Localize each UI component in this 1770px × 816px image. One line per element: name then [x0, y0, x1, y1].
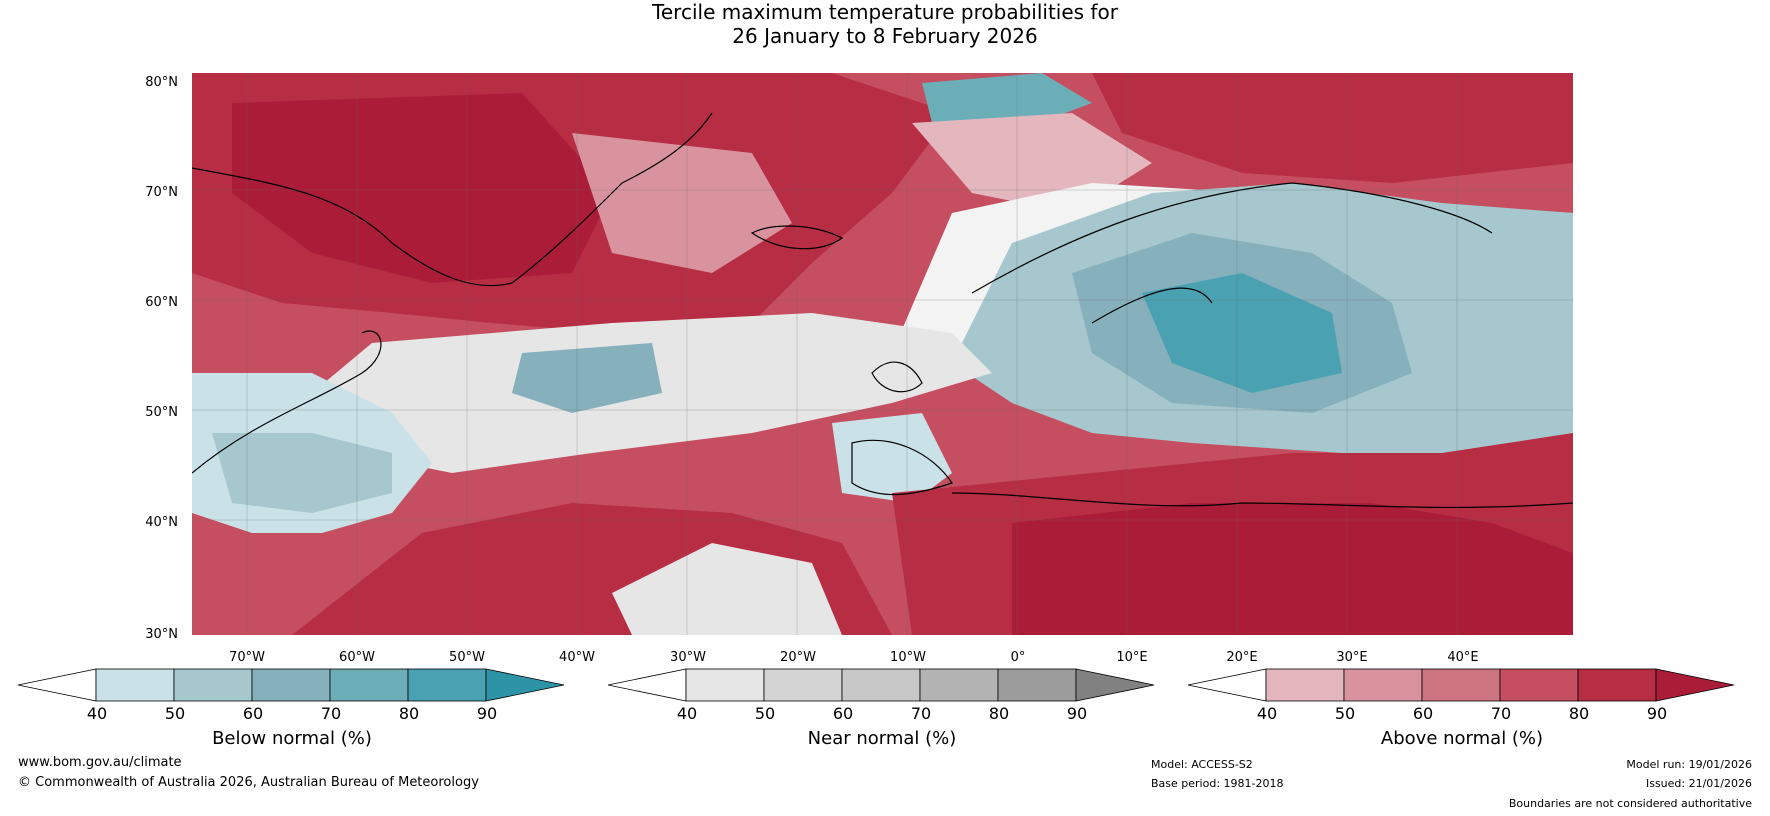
colorbar-below-swatches	[17, 668, 565, 702]
region-canada-core	[212, 433, 392, 513]
near-segment-0	[685, 668, 765, 702]
below-segment-2	[251, 668, 331, 702]
footer-website: www.bom.gov.au/climate	[18, 755, 182, 770]
above-tick-60: 60	[1412, 704, 1434, 723]
colorbar-near-label: Near normal (%)	[807, 728, 957, 749]
above-segment-4	[1577, 668, 1657, 702]
colorbar-above-swatches	[1187, 668, 1735, 702]
above-segment-2	[1421, 668, 1501, 702]
probability-map	[192, 73, 1573, 635]
colorbar-near-swatches	[607, 668, 1155, 702]
region-near-patch-south	[612, 543, 842, 635]
lat-label-70n: 70°N	[145, 185, 178, 200]
title-line-2: 26 January to 8 February 2026	[732, 24, 1038, 48]
lon-label-40w: 40°W	[559, 650, 595, 665]
near-segment-2	[841, 668, 921, 702]
canada-coast	[192, 330, 382, 474]
above-extend-high	[1655, 668, 1735, 702]
above-tick-50: 50	[1334, 704, 1356, 723]
lat-label-50n: 50°N	[145, 405, 178, 420]
colorbar-above	[1187, 668, 1736, 702]
region-barents	[1092, 73, 1573, 183]
below-tick-80: 80	[398, 704, 420, 723]
near-segment-4	[997, 668, 1077, 702]
region-iberia-below	[832, 413, 952, 503]
above-tick-80: 80	[1568, 704, 1590, 723]
region-atlantic-cold-patch	[512, 343, 662, 413]
below-tick-50: 50	[164, 704, 186, 723]
region-poland-core	[1142, 273, 1342, 393]
colorbar-below-label: Below normal (%)	[212, 728, 372, 749]
north-africa-coast	[951, 492, 1573, 509]
lon-label-30w: 30°W	[670, 650, 706, 665]
greenland-coast	[192, 112, 713, 287]
below-tick-60: 60	[242, 704, 264, 723]
near-tick-60: 60	[832, 704, 854, 723]
footer-model-run: Model run: 19/01/2026	[1626, 758, 1752, 771]
below-extend-low	[17, 668, 97, 702]
map-canvas	[192, 73, 1573, 635]
below-segment-0	[95, 668, 175, 702]
near-extend-low	[607, 668, 687, 702]
iceland-coast	[750, 225, 844, 250]
title-line-1: Tercile maximum temperature probabilitie…	[652, 0, 1118, 24]
below-tick-70: 70	[320, 704, 342, 723]
near-extend-high	[1075, 668, 1155, 702]
lon-label-30e: 30°E	[1336, 650, 1368, 665]
colorbar-above-label: Above normal (%)	[1380, 728, 1544, 749]
colorbar-below	[17, 668, 566, 702]
footer-disclaimer: Boundaries are not considered authoritat…	[1508, 797, 1752, 810]
region-greenland-core	[232, 93, 612, 283]
coastlines	[192, 112, 1573, 509]
lon-label-50w: 50°W	[449, 650, 485, 665]
lon-label-70w: 70°W	[229, 650, 265, 665]
above-tick-90: 90	[1646, 704, 1668, 723]
lon-label-40e: 40°E	[1447, 650, 1479, 665]
below-segment-4	[407, 668, 487, 702]
lon-label-10e: 10°E	[1116, 650, 1148, 665]
near-tick-40: 40	[676, 704, 698, 723]
map-title: Tercile maximum temperature probabilitie…	[0, 0, 1770, 48]
near-tick-70: 70	[910, 704, 932, 723]
lat-label-60n: 60°N	[145, 295, 178, 310]
below-tick-40: 40	[86, 704, 108, 723]
lat-label-40n: 40°N	[145, 515, 178, 530]
near-tick-50: 50	[754, 704, 776, 723]
scandinavia-coast	[971, 182, 1493, 324]
footer-model: Model: ACCESS-S2	[1151, 758, 1253, 771]
britain-coast	[871, 361, 923, 393]
region-north-africa-core	[1012, 503, 1573, 635]
above-tick-40: 40	[1256, 704, 1278, 723]
below-extend-high	[485, 668, 565, 702]
lon-label-60w: 60°W	[339, 650, 375, 665]
near-tick-80: 80	[988, 704, 1010, 723]
lon-label-10w: 10°W	[890, 650, 926, 665]
near-segment-3	[919, 668, 999, 702]
lat-label-30n: 30°N	[145, 627, 178, 642]
above-segment-3	[1499, 668, 1579, 702]
above-tick-70: 70	[1490, 704, 1512, 723]
region-denmark-strait	[572, 133, 792, 273]
lon-label-20e: 20°E	[1226, 650, 1258, 665]
above-segment-0	[1265, 668, 1345, 702]
below-tick-90: 90	[476, 704, 498, 723]
below-segment-1	[173, 668, 253, 702]
colorbar-near	[607, 668, 1156, 702]
near-segment-1	[763, 668, 843, 702]
footer-base-period: Base period: 1981-2018	[1151, 777, 1284, 790]
lon-label-0: 0°	[1010, 650, 1026, 665]
footer-copyright: © Commonwealth of Australia 2026, Austra…	[18, 775, 479, 790]
iberia-coast	[851, 439, 953, 496]
gridlines	[192, 73, 1573, 635]
footer-issued: Issued: 21/01/2026	[1645, 777, 1752, 790]
lon-label-20w: 20°W	[780, 650, 816, 665]
above-extend-low	[1187, 668, 1267, 702]
near-tick-90: 90	[1066, 704, 1088, 723]
below-segment-3	[329, 668, 409, 702]
lat-label-80n: 80°N	[145, 75, 178, 90]
above-segment-1	[1343, 668, 1423, 702]
